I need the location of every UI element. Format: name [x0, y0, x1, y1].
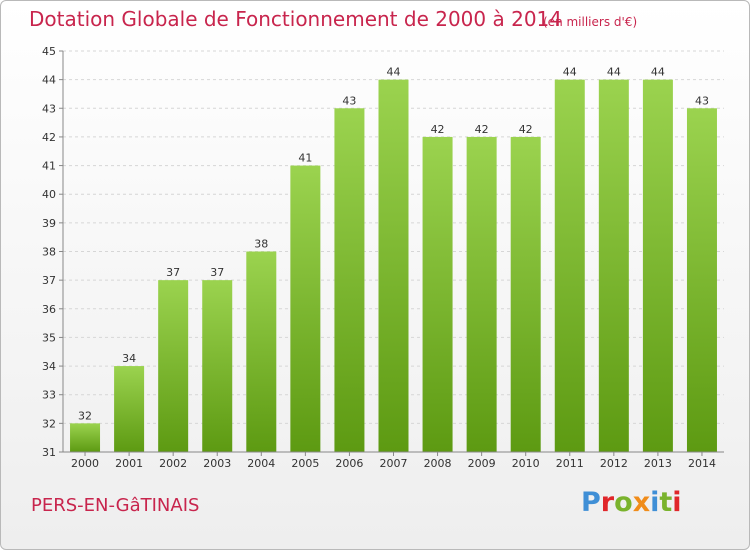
data-label: 42	[475, 123, 489, 136]
chart-title: Dotation Globale de Fonctionnement de 20…	[29, 7, 562, 31]
x-tick-label: 2014	[688, 457, 716, 470]
logo-letter: o	[614, 487, 633, 518]
y-tick-label: 33	[42, 389, 56, 402]
y-tick-label: 36	[42, 303, 56, 316]
bar-2012[interactable]	[598, 79, 629, 453]
y-tick-label: 40	[42, 188, 56, 201]
data-label: 43	[695, 94, 709, 107]
x-tick-label: 2000	[71, 457, 99, 470]
y-tick-label: 42	[42, 131, 56, 144]
bar-2006[interactable]	[334, 108, 365, 453]
x-tick-label: 2012	[600, 457, 628, 470]
x-tick-label: 2001	[115, 457, 143, 470]
y-tick-label: 41	[42, 160, 56, 173]
y-tick-label: 32	[42, 417, 56, 430]
unit-note: (en milliers d'€)	[543, 15, 638, 29]
bar-2001[interactable]	[114, 366, 145, 452]
data-label: 44	[607, 66, 621, 79]
bar-2010[interactable]	[510, 136, 541, 452]
logo-letter: r	[600, 487, 615, 518]
y-tick-label: 38	[42, 246, 56, 259]
logo-letter: x	[632, 487, 651, 518]
x-tick-label: 2009	[468, 457, 496, 470]
bar-2004[interactable]	[246, 251, 277, 453]
bars	[70, 79, 717, 453]
x-tick-label: 2011	[556, 457, 584, 470]
x-tick-label: 2010	[512, 457, 540, 470]
data-label: 44	[651, 66, 665, 79]
x-tick-label: 2007	[380, 457, 408, 470]
logo-letter: i	[650, 487, 660, 518]
axes	[59, 50, 724, 456]
logo-letter: t	[659, 487, 673, 518]
y-tick-label: 43	[42, 102, 56, 115]
bar-chart: 31 32 33 34 35 36 37 38 39 40 41 42 43 44 45 2000 32 2001…	[42, 45, 724, 470]
x-tick-label: 2004	[247, 457, 275, 470]
data-label: 32	[78, 409, 92, 422]
x-tick-label: 2003	[203, 457, 231, 470]
bar-2008[interactable]	[422, 136, 453, 452]
bar-2014[interactable]	[686, 108, 717, 453]
x-tick-label: 2006	[335, 457, 363, 470]
data-label: 42	[519, 123, 533, 136]
x-tick-label: 2008	[424, 457, 452, 470]
bar-2002[interactable]	[158, 280, 189, 452]
data-label: 34	[122, 352, 136, 365]
bar-2013[interactable]	[642, 79, 673, 453]
data-label: 43	[342, 94, 356, 107]
x-tick-label: 2002	[159, 457, 187, 470]
bar-2003[interactable]	[202, 280, 233, 452]
logo-letter: i	[672, 487, 682, 518]
y-tick-label: 31	[42, 446, 56, 459]
place-name: PERS-EN-GâTINAIS	[31, 495, 200, 516]
data-label: 38	[254, 238, 268, 251]
data-label: 44	[563, 66, 577, 79]
data-label: 44	[387, 66, 401, 79]
y-tick-label: 39	[42, 217, 56, 230]
y-tick-label: 44	[42, 74, 56, 87]
y-tick-label: 37	[42, 274, 56, 287]
bar-2000[interactable]	[70, 423, 101, 452]
x-tick-label: 2013	[644, 457, 672, 470]
proxiti-logo[interactable]: Proxiti	[581, 487, 682, 518]
data-label: 37	[210, 266, 224, 279]
bar-2009[interactable]	[466, 136, 497, 452]
y-tick-label: 34	[42, 360, 56, 373]
y-tick-label: 45	[42, 45, 56, 58]
bar-2011[interactable]	[554, 79, 585, 453]
data-label: 37	[166, 266, 180, 279]
bar-2007[interactable]	[378, 79, 409, 453]
y-tick-label: 35	[42, 331, 56, 344]
bar-2005[interactable]	[290, 165, 321, 453]
data-label: 42	[431, 123, 445, 136]
x-tick-label: 2005	[291, 457, 319, 470]
labels: 31 32 33 34 35 36 37 38 39 40 41 42 43 44 45 2000 32 2001…	[42, 45, 716, 470]
data-label: 41	[298, 152, 312, 165]
logo-letter: P	[581, 487, 601, 518]
